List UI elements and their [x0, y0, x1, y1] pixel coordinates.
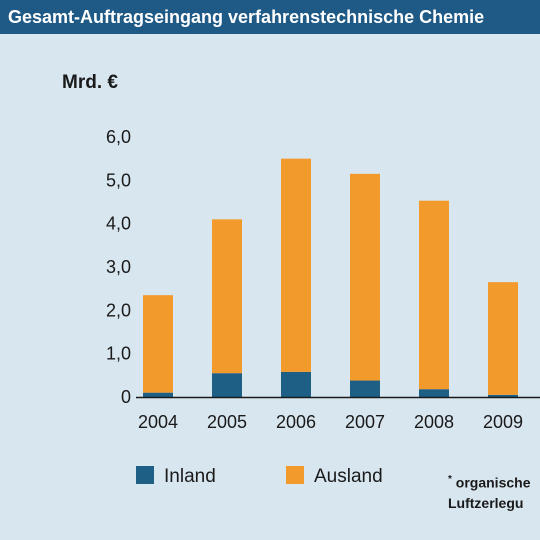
y-tick-label: 0 — [121, 387, 131, 407]
x-tick-label: 2009 — [483, 412, 523, 432]
bar-ausland-2009 — [488, 282, 518, 395]
footnote-marker: * — [448, 474, 452, 485]
x-tick-label: 2004 — [138, 412, 178, 432]
footnote: * organische Luftzerlegu — [448, 470, 531, 513]
legend-swatch-inland — [136, 466, 154, 484]
y-tick-label: 2,0 — [106, 300, 131, 320]
bar-ausland-2008 — [419, 200, 449, 390]
bar-inland-2007 — [350, 380, 380, 397]
bar-ausland-2006 — [281, 158, 311, 372]
legend-label-inland: Inland — [164, 466, 216, 487]
x-tick-label: 2007 — [345, 412, 385, 432]
bar-chart: 0 1,0 2,0 3,0 4,0 5,0 6,0 2004 2005 2006 2007 2008 2… — [106, 127, 540, 432]
bar-inland-2004 — [143, 392, 173, 397]
legend-item-ausland: Ausland — [286, 466, 383, 488]
y-axis-unit-label: Mrd. € — [62, 72, 118, 93]
bar-inland-2009 — [488, 394, 518, 397]
bar-inland-2006 — [281, 371, 311, 397]
y-tick-label: 3,0 — [106, 257, 131, 277]
x-tick-label: 2008 — [414, 412, 454, 432]
legend-swatch-ausland — [286, 466, 304, 484]
chart-title: Gesamt-Auftragseingang verfahrenstechnis… — [0, 0, 540, 34]
bar-inland-2008 — [419, 389, 449, 397]
bar-ausland-2005 — [212, 219, 242, 374]
bar-ausland-2004 — [143, 295, 173, 393]
bar-inland-2005 — [212, 373, 242, 397]
bar-ausland-2007 — [350, 173, 380, 381]
y-tick-label: 4,0 — [106, 214, 131, 234]
y-tick-label: 6,0 — [106, 127, 131, 147]
x-tick-label: 2005 — [207, 412, 247, 432]
footnote-line-1: organische — [455, 474, 531, 491]
footnote-line-2: Luftzerlegu — [448, 494, 524, 511]
x-tick-label: 2006 — [276, 412, 316, 432]
legend-label-ausland: Ausland — [314, 466, 383, 487]
legend-item-inland: Inland — [136, 466, 216, 488]
y-tick-label: 5,0 — [106, 170, 131, 190]
y-tick-label: 1,0 — [106, 344, 131, 364]
